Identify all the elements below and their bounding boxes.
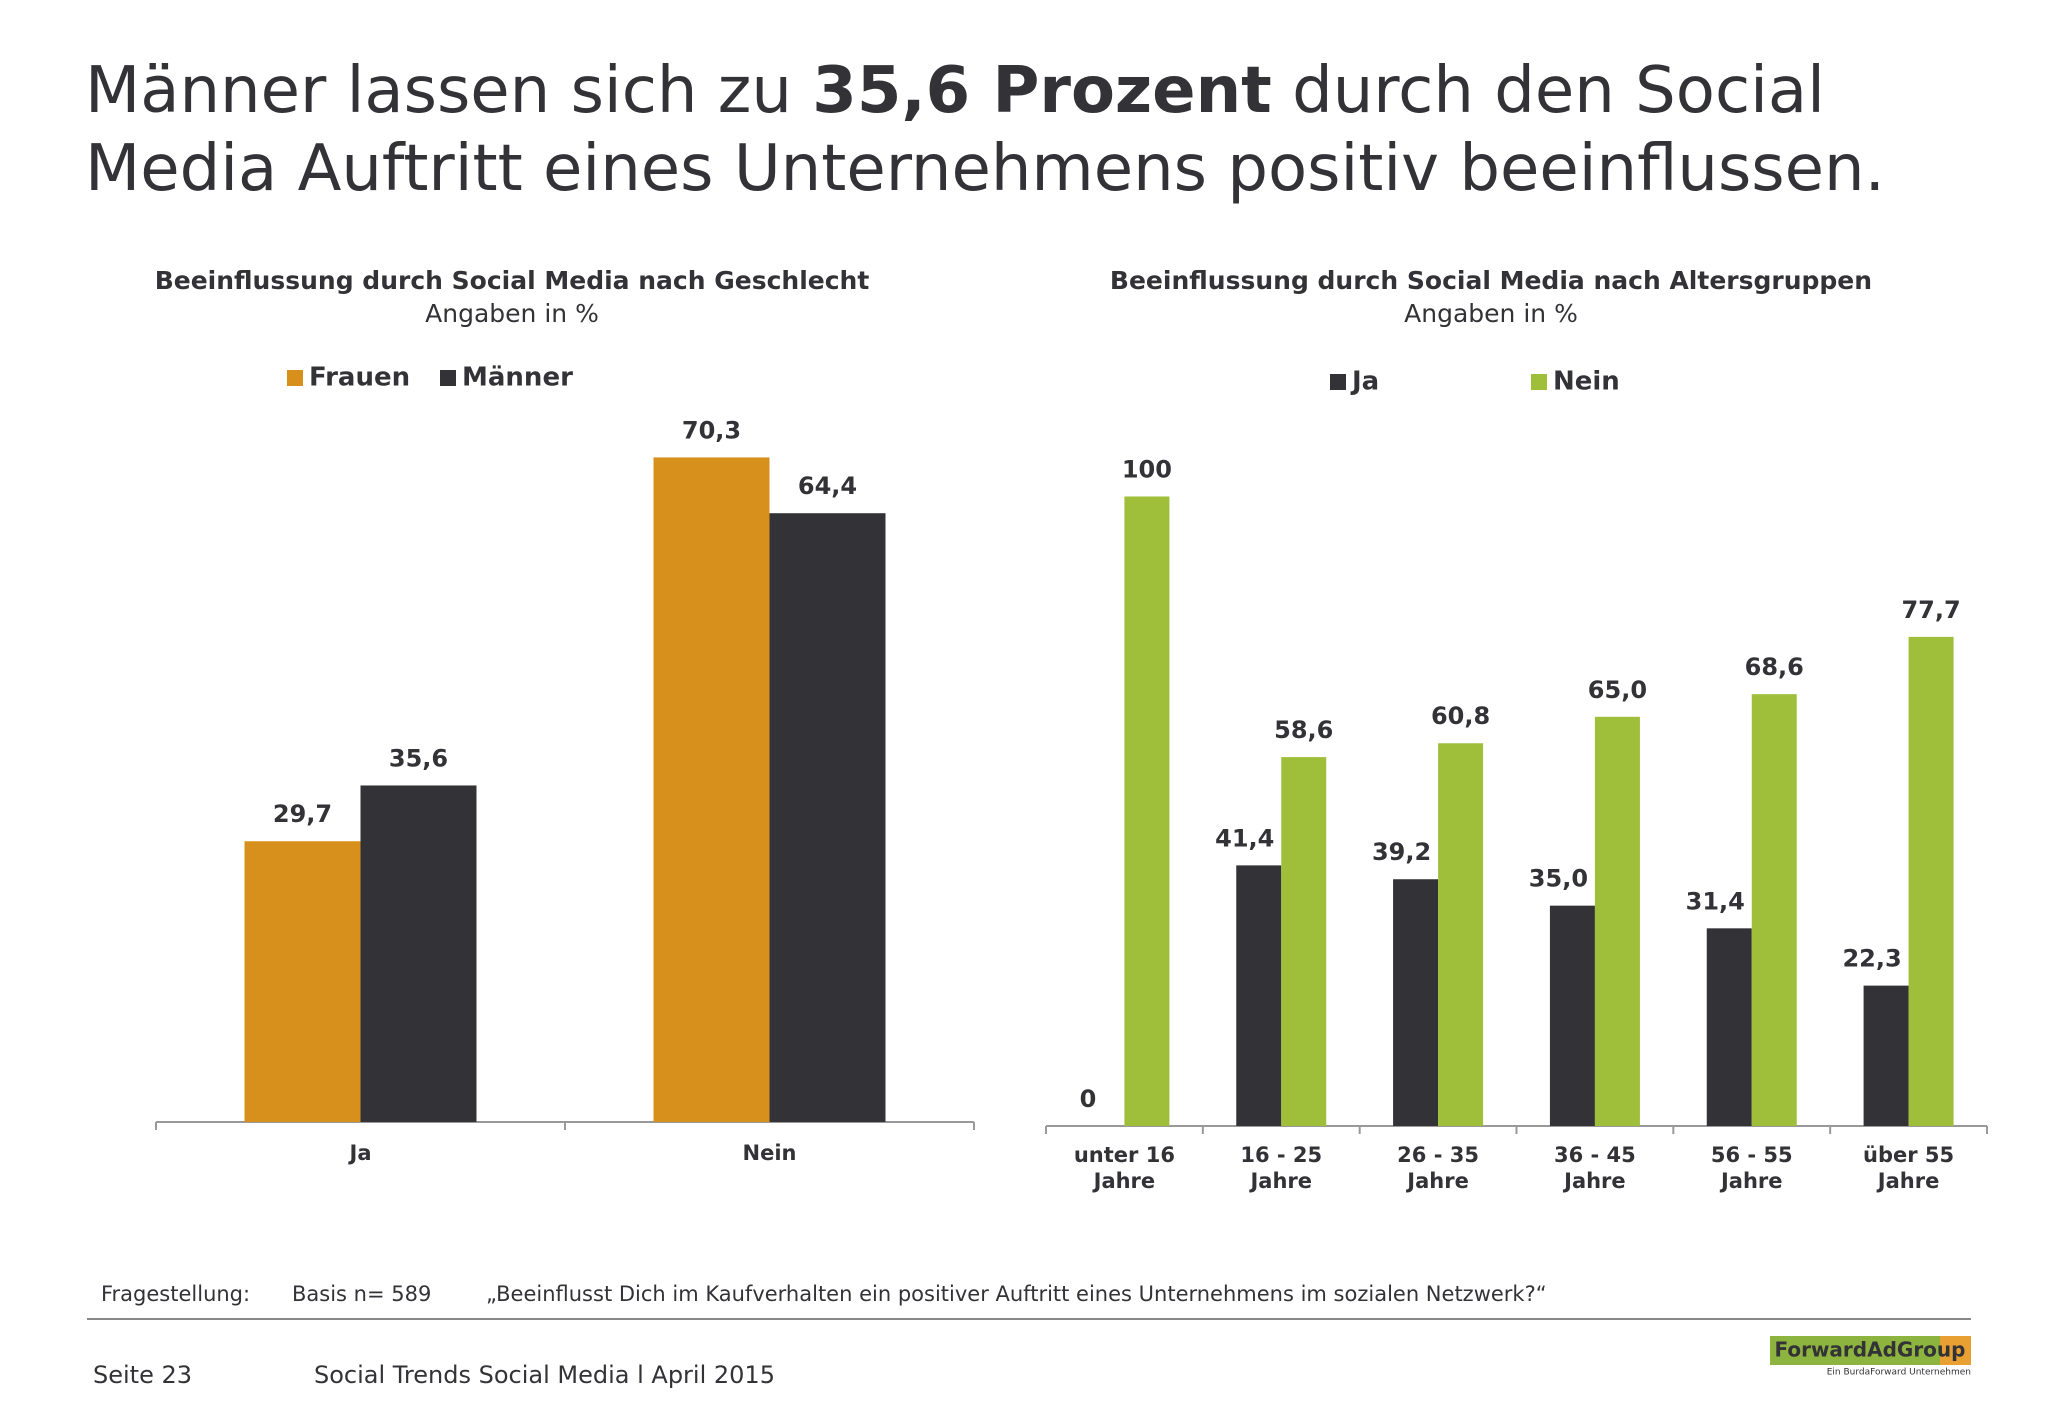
footer-question: „Beeinflusst Dich im Kaufverhalten ein p… [486, 1282, 1547, 1306]
bar [1908, 636, 1954, 1126]
footer-source: Social Trends Social Media l April 2015 [314, 1361, 775, 1389]
value-label: 68,6 [1745, 653, 1804, 681]
bar [653, 457, 770, 1122]
x-tick-label: unter 16 Jahre [1073, 1143, 1175, 1193]
value-label: 22,3 [1842, 945, 1901, 973]
legend-swatch [287, 370, 303, 386]
value-label: 77,7 [1901, 596, 1960, 624]
x-tick-label: 26 - 35 Jahre [1397, 1143, 1479, 1193]
value-label: 58,6 [1274, 716, 1333, 744]
x-tick-label: über 55 Jahre [1863, 1143, 1955, 1193]
x-tick-label: 56 - 55 Jahre [1710, 1143, 1793, 1193]
logo-box [1770, 1336, 1940, 1365]
bar [1751, 694, 1797, 1126]
legend-label: Ja [1350, 367, 1379, 397]
bar [244, 841, 361, 1122]
legend-label: Frauen [309, 363, 410, 393]
title-part: Männer lassen sich zu [85, 54, 813, 128]
page-number: Seite 23 [93, 1361, 192, 1389]
footer-label: Fragestellung: [101, 1282, 250, 1306]
value-label: 65,0 [1588, 676, 1647, 704]
value-label: 41,4 [1215, 824, 1274, 852]
value-label: 100 [1122, 455, 1172, 483]
bar [1706, 928, 1752, 1126]
x-tick-label: Ja [349, 1141, 372, 1165]
value-label: 64,4 [798, 472, 857, 500]
legend-swatch [1531, 374, 1547, 390]
bar [1281, 757, 1327, 1126]
chart-title: Beeinflussung durch Social Media nach Al… [1110, 266, 1872, 295]
bar [1124, 496, 1170, 1126]
value-label: 31,4 [1686, 887, 1745, 915]
logo: ForwardAdGroup [1775, 1338, 1966, 1362]
x-tick-label: 16 - 25 Jahre [1240, 1143, 1323, 1193]
value-label: 70,3 [682, 416, 741, 444]
bar [360, 785, 477, 1122]
bar [1594, 716, 1640, 1126]
legend-label: Nein [1553, 367, 1620, 397]
value-label: 0 [1080, 1085, 1097, 1113]
chart-subtitle: Angaben in % [1404, 299, 1578, 328]
chart-title: Beeinflussung durch Social Media nach Ge… [155, 266, 870, 295]
legend-swatch [440, 370, 456, 386]
title-part: durch den Social Media Auftritt eines Un… [85, 54, 1885, 206]
bar [1863, 985, 1909, 1126]
page-title: Männer lassen sich zu 35,6 Prozent durch… [85, 52, 1985, 208]
bar [769, 513, 886, 1122]
footer-basis: Basis n= 589 [292, 1282, 431, 1306]
value-label: 39,2 [1372, 838, 1431, 866]
value-label: 29,7 [273, 800, 332, 828]
bar [1393, 879, 1439, 1126]
chart-subtitle: Angaben in % [425, 299, 599, 328]
legend-swatch [1330, 374, 1346, 390]
bar [1236, 865, 1282, 1126]
logo-sub: Ein BurdaForward Unternehmen [1827, 1368, 1971, 1378]
bar [1438, 743, 1484, 1126]
x-tick-label: 36 - 45 Jahre [1554, 1143, 1636, 1193]
title-bold: 35,6 Prozent [812, 54, 1272, 128]
value-label: 60,8 [1431, 702, 1490, 730]
value-label: 35,6 [389, 744, 448, 772]
bar [1549, 905, 1595, 1126]
legend-label: Männer [462, 363, 573, 393]
x-tick-label: Nein [742, 1141, 797, 1165]
value-label: 35,0 [1529, 865, 1588, 893]
